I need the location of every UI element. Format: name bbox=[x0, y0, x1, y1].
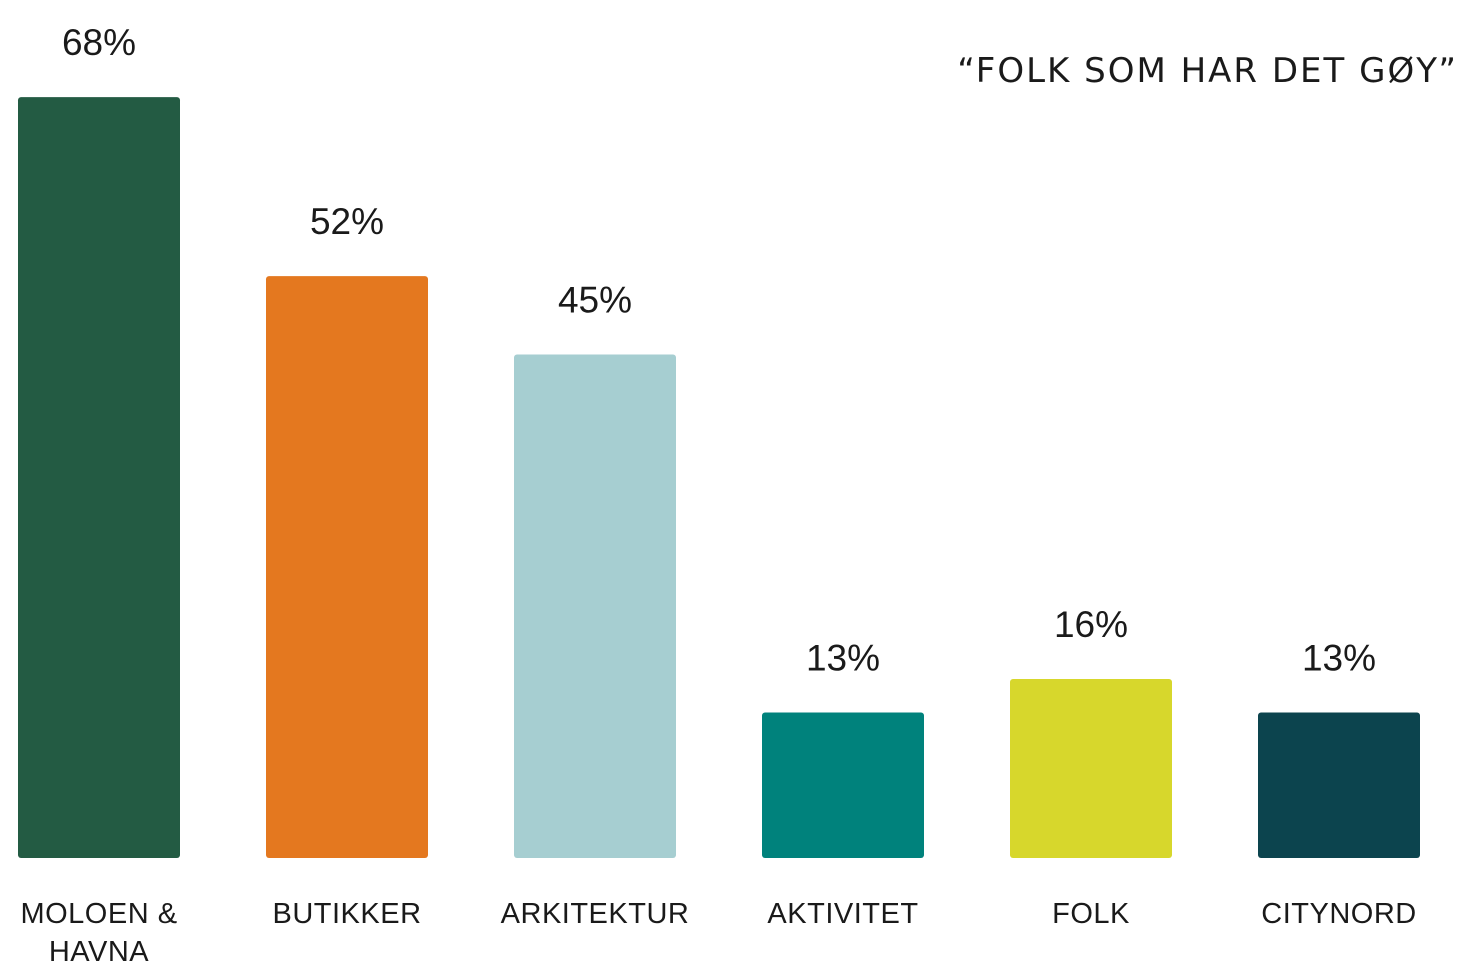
category-label: ARKITEKTUR bbox=[500, 898, 690, 930]
bar bbox=[762, 712, 924, 858]
value-label: 16% bbox=[1054, 604, 1128, 645]
value-label: 68% bbox=[62, 22, 136, 63]
category-label: CITYNORD bbox=[1261, 898, 1417, 930]
bar bbox=[1010, 678, 1172, 858]
chart-title: “FOLK SOM HAR DET GØY” bbox=[957, 51, 1458, 91]
category-label: BUTIKKER bbox=[272, 898, 422, 930]
bar bbox=[514, 354, 676, 858]
value-label: 13% bbox=[1302, 638, 1376, 679]
category-label: FOLK bbox=[1052, 898, 1130, 930]
category-label: AKTIVITET bbox=[767, 898, 919, 930]
value-label: 45% bbox=[558, 279, 632, 320]
value-label: 13% bbox=[806, 638, 880, 679]
bar bbox=[1258, 712, 1420, 858]
value-label: 52% bbox=[310, 201, 384, 242]
bar bbox=[18, 97, 180, 858]
bar bbox=[266, 276, 428, 858]
category-label: MOLOEN & HAVNA bbox=[20, 898, 178, 968]
